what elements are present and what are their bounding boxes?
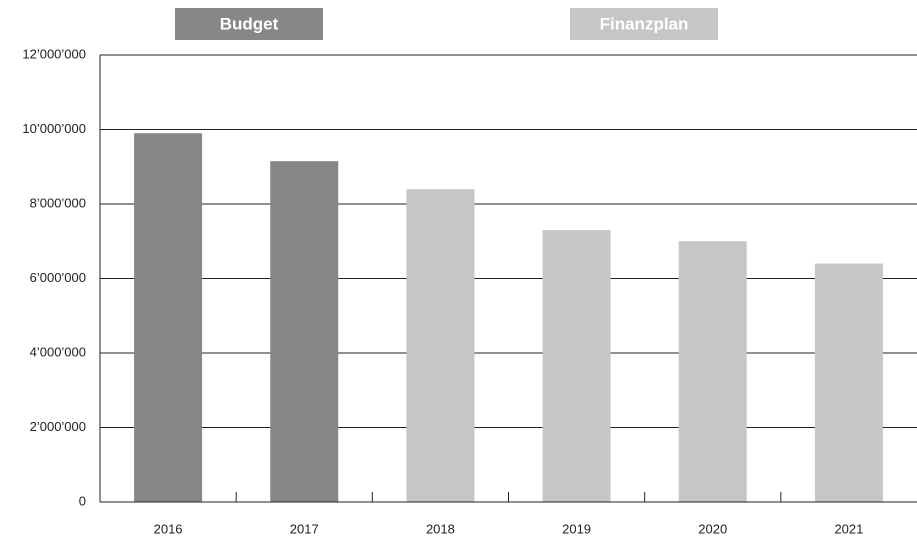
bar: [270, 161, 339, 502]
x-tick-label: 2016: [154, 521, 183, 536]
x-tick-label: 2019: [562, 521, 591, 536]
bar: [406, 189, 475, 502]
x-tick-label: 2018: [426, 521, 455, 536]
legend-swatch: [570, 8, 718, 40]
x-tick-label: 2021: [834, 521, 863, 536]
y-tick-label: 8’000’000: [30, 195, 86, 210]
y-tick-label: 4’000’000: [30, 344, 86, 359]
x-tick-label: 2020: [698, 521, 727, 536]
legend-label: Budget: [220, 14, 279, 33]
y-tick-label: 0: [79, 493, 86, 508]
legend-label: Finanzplan: [600, 14, 689, 33]
y-tick-label: 6’000’000: [30, 270, 86, 285]
legend-swatch: [175, 8, 323, 40]
bar: [678, 241, 747, 502]
y-tick-label: 12’000’000: [22, 46, 86, 61]
bar: [134, 133, 203, 502]
bar: [542, 230, 611, 502]
bar: [814, 263, 883, 502]
y-tick-label: 2’000’000: [30, 419, 86, 434]
x-tick-label: 2017: [290, 521, 319, 536]
y-tick-label: 10’000’000: [22, 121, 86, 136]
